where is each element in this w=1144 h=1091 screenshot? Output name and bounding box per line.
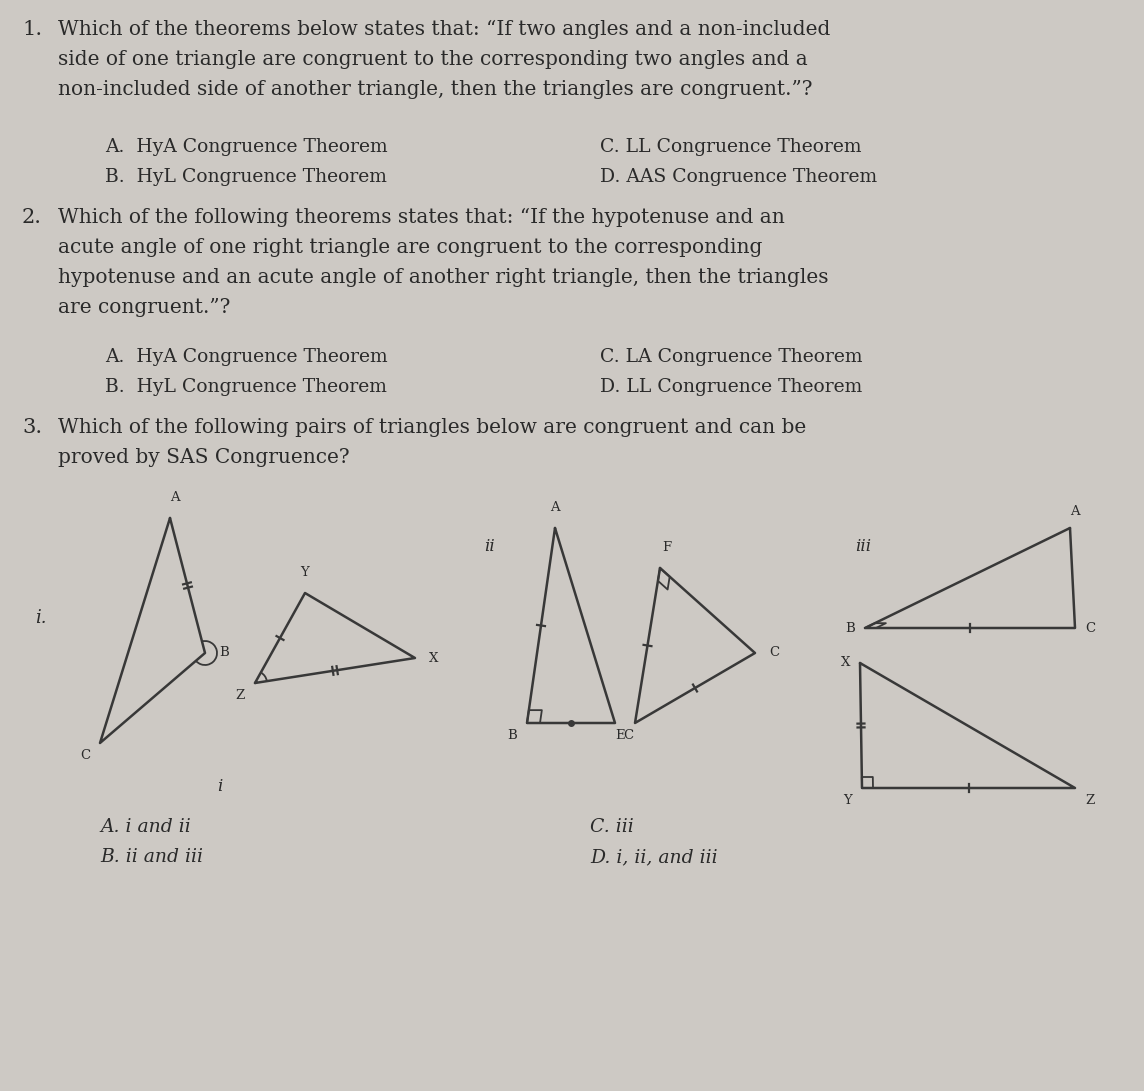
Text: Y: Y xyxy=(301,566,309,579)
Text: proved by SAS Congruence?: proved by SAS Congruence? xyxy=(58,448,350,467)
Text: Y: Y xyxy=(843,794,852,807)
Text: A.  HyA Congruence Theorem: A. HyA Congruence Theorem xyxy=(105,348,388,365)
Text: C: C xyxy=(1085,622,1095,635)
Text: are congruent.”?: are congruent.”? xyxy=(58,298,230,317)
Text: A: A xyxy=(170,491,180,504)
Text: C: C xyxy=(80,750,90,762)
Text: C. iii: C. iii xyxy=(590,818,634,836)
Text: A: A xyxy=(1071,505,1080,518)
Text: side of one triangle are congruent to the corresponding two angles and a: side of one triangle are congruent to th… xyxy=(58,50,808,69)
Text: A. i and ii: A. i and ii xyxy=(100,818,191,836)
Text: X: X xyxy=(841,657,850,670)
Text: Z: Z xyxy=(236,690,245,702)
Text: F: F xyxy=(662,541,672,554)
Text: B.  HyL Congruence Theorem: B. HyL Congruence Theorem xyxy=(105,168,387,185)
Text: B: B xyxy=(219,647,229,659)
Text: C. LL Congruence Theorem: C. LL Congruence Theorem xyxy=(599,137,861,156)
Text: 1.: 1. xyxy=(22,20,42,39)
Text: C. LA Congruence Theorem: C. LA Congruence Theorem xyxy=(599,348,863,365)
Text: 2.: 2. xyxy=(22,208,42,227)
Text: ii: ii xyxy=(485,538,495,555)
Text: i: i xyxy=(217,778,223,795)
Text: Z: Z xyxy=(1085,794,1095,807)
Text: Which of the following theorems states that: “If the hypotenuse and an: Which of the following theorems states t… xyxy=(58,208,785,227)
Text: B. ii and iii: B. ii and iii xyxy=(100,848,202,866)
Text: hypotenuse and an acute angle of another right triangle, then the triangles: hypotenuse and an acute angle of another… xyxy=(58,268,828,287)
Text: X: X xyxy=(429,651,438,664)
Text: Which of the theorems below states that: “If two angles and a non-included: Which of the theorems below states that:… xyxy=(58,20,831,39)
Text: C: C xyxy=(769,647,779,659)
Text: B: B xyxy=(845,622,855,635)
Text: D. i, ii, and iii: D. i, ii, and iii xyxy=(590,848,717,866)
Text: D. LL Congruence Theorem: D. LL Congruence Theorem xyxy=(599,377,863,396)
Text: A.  HyA Congruence Theorem: A. HyA Congruence Theorem xyxy=(105,137,388,156)
Text: C: C xyxy=(623,729,633,742)
Text: non-included side of another triangle, then the triangles are congruent.”?: non-included side of another triangle, t… xyxy=(58,80,812,99)
Text: B: B xyxy=(507,729,517,742)
Text: 3.: 3. xyxy=(22,418,42,437)
Text: D. AAS Congruence Theorem: D. AAS Congruence Theorem xyxy=(599,168,877,185)
Text: i.: i. xyxy=(35,609,47,627)
Text: A: A xyxy=(550,501,559,514)
Text: B.  HyL Congruence Theorem: B. HyL Congruence Theorem xyxy=(105,377,387,396)
Text: acute angle of one right triangle are congruent to the corresponding: acute angle of one right triangle are co… xyxy=(58,238,762,257)
Text: E: E xyxy=(615,729,625,742)
Text: iii: iii xyxy=(855,538,871,555)
Text: Which of the following pairs of triangles below are congruent and can be: Which of the following pairs of triangle… xyxy=(58,418,807,437)
